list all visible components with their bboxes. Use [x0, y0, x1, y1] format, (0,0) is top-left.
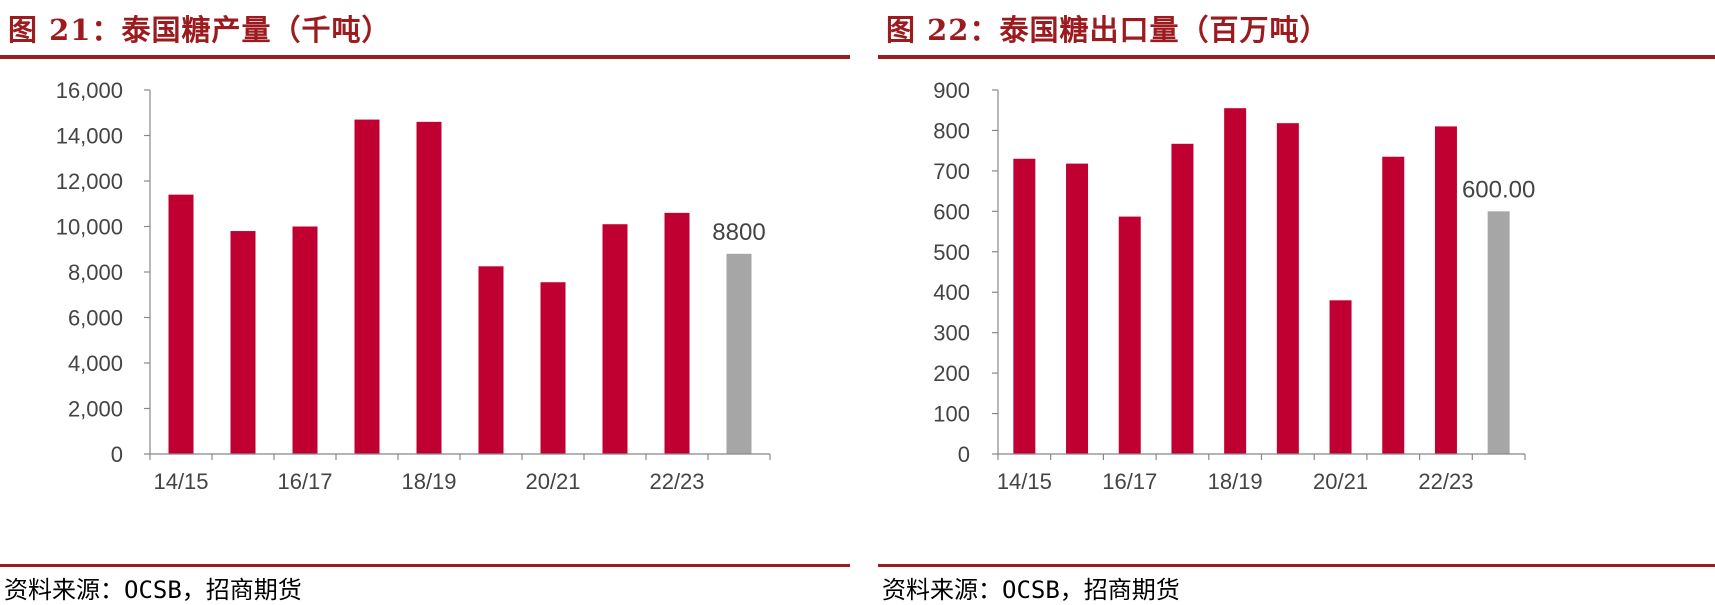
bar-forecast — [726, 253, 752, 454]
figure-22-title: 图 22：泰国糖出口量（百万吨） — [886, 13, 1330, 47]
source-rule — [0, 564, 850, 567]
bar-22-23 — [1434, 126, 1457, 455]
y-tick-label: 800 — [933, 118, 970, 143]
x-tick-label: 14/15 — [997, 469, 1052, 494]
data-label: 600.00 — [1462, 176, 1535, 203]
y-tick-label: 2,000 — [68, 397, 123, 422]
bar-21-22 — [1382, 156, 1405, 454]
export-bar-chart: 0 100 200 300 400 500 600 700 800 900 600.00 14/15 1… — [933, 78, 1535, 494]
title-rule — [878, 55, 1715, 59]
y-tick-label: 10,000 — [56, 215, 123, 240]
y-tick-label: 600 — [933, 199, 970, 224]
x-tick-label: 16/17 — [277, 469, 332, 494]
y-tick-label: 4,000 — [68, 351, 123, 376]
bar-21-22 — [602, 224, 628, 454]
figure-21-panel: 图 21：泰国糖产量（千吨） 0 2,000 4,000 6,000 8,000 10,0… — [0, 0, 850, 605]
y-tick-label: 8,000 — [68, 260, 123, 285]
y-tick-label: 400 — [933, 280, 970, 305]
y-tick-label: 6,000 — [68, 306, 123, 331]
bar-20-21 — [1329, 300, 1352, 454]
bar-14-15 — [168, 194, 194, 454]
bar-16-17 — [292, 226, 318, 454]
bar-19-20 — [1276, 123, 1299, 455]
bar-17-18 — [354, 119, 380, 454]
x-tick-label: 16/17 — [1102, 469, 1157, 494]
bar-15-16 — [230, 231, 256, 454]
title-rule — [0, 55, 850, 59]
bar-16-17 — [1118, 216, 1141, 454]
bar-18-19 — [416, 121, 442, 454]
y-tick-label: 900 — [933, 78, 970, 103]
y-tick-label: 12,000 — [56, 169, 123, 194]
bar-17-18 — [1171, 143, 1194, 454]
bar-forecast — [1487, 211, 1510, 454]
x-tick-label: 18/19 — [1208, 469, 1263, 494]
y-tick-label: 14,000 — [56, 124, 123, 149]
x-tick-label: 22/23 — [649, 469, 704, 494]
bar-14-15 — [1013, 158, 1036, 454]
production-bar-chart: 0 2,000 4,000 6,000 8,000 10,000 12,000 14,000 1… — [56, 78, 771, 494]
y-tick-label: 200 — [933, 361, 970, 386]
bar-20-21 — [540, 282, 566, 454]
bar-19-20 — [478, 266, 504, 454]
source-note: 资料来源：OCSB，招商期货 — [882, 576, 1180, 604]
y-tick-label: 500 — [933, 240, 970, 265]
y-tick-label: 300 — [933, 321, 970, 346]
bar-22-23 — [664, 212, 690, 454]
source-rule — [878, 564, 1715, 567]
x-tick-label: 22/23 — [1418, 469, 1473, 494]
source-note: 资料来源：OCSB，招商期货 — [4, 576, 302, 604]
y-tick-label: 100 — [933, 402, 970, 427]
x-tick-label: 20/21 — [1313, 469, 1368, 494]
x-tick-label: 18/19 — [401, 469, 456, 494]
bar-18-19 — [1224, 108, 1247, 454]
figure-21-title: 图 21：泰国糖产量（千吨） — [8, 13, 392, 47]
data-label: 8800 — [712, 219, 765, 246]
x-tick-label: 14/15 — [153, 469, 208, 494]
y-tick-label: 0 — [111, 442, 123, 467]
figure-22-panel: 图 22：泰国糖出口量（百万吨） 0 100 200 300 400 500 600 700 8… — [878, 0, 1715, 605]
x-tick-label: 20/21 — [525, 469, 580, 494]
y-tick-label: 16,000 — [56, 78, 123, 103]
y-tick-label: 0 — [958, 442, 970, 467]
y-tick-label: 700 — [933, 159, 970, 184]
bar-15-16 — [1066, 163, 1089, 454]
